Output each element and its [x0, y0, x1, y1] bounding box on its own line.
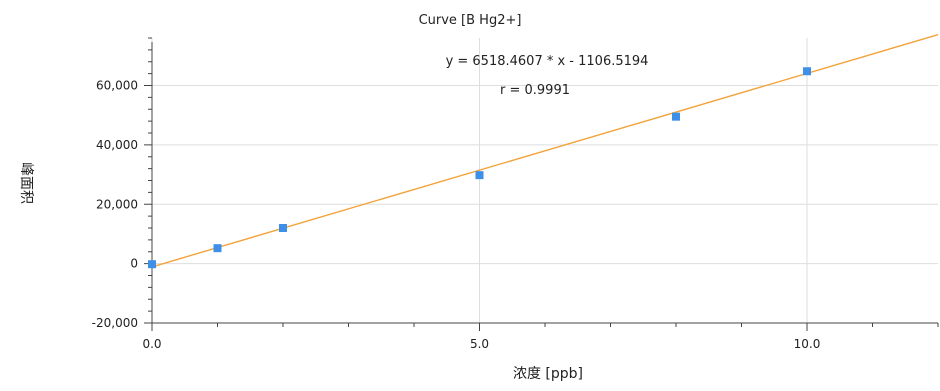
fit-line: [151, 34, 939, 268]
grid-layer: [151, 38, 938, 324]
x-axis-label: 浓度 [ppb]: [513, 366, 583, 382]
axis-layer: -20,000 0 20,000 40,000 60,000 0.0 5.0 10.0: [92, 37, 939, 351]
r-value: r = 0.9991: [500, 83, 570, 98]
y-tick-label: 60,000: [96, 79, 138, 93]
y-tick-label: -20,000: [92, 316, 138, 330]
y-tick-label: 20,000: [96, 197, 138, 211]
data-point: [148, 260, 156, 269]
data-point: [213, 244, 222, 253]
chart-title: Curve [B Hg2+]: [419, 13, 522, 28]
point-layer: [148, 67, 811, 269]
fit-line-layer: [151, 34, 939, 268]
data-point: [279, 224, 287, 232]
fit-equation: y = 6518.4607 * x - 1106.5194: [446, 54, 649, 69]
x-tick-label: 0.0: [142, 337, 161, 351]
x-tick-label: 5.0: [470, 337, 489, 351]
y-tick-label: 40,000: [96, 138, 138, 152]
data-point: [475, 171, 484, 180]
data-point: [803, 67, 811, 76]
data-point: [672, 112, 680, 121]
y-tick-label: 0: [130, 257, 138, 271]
y-axis-label: 峰面积: [18, 162, 34, 204]
x-tick-label: 10.0: [794, 337, 821, 351]
